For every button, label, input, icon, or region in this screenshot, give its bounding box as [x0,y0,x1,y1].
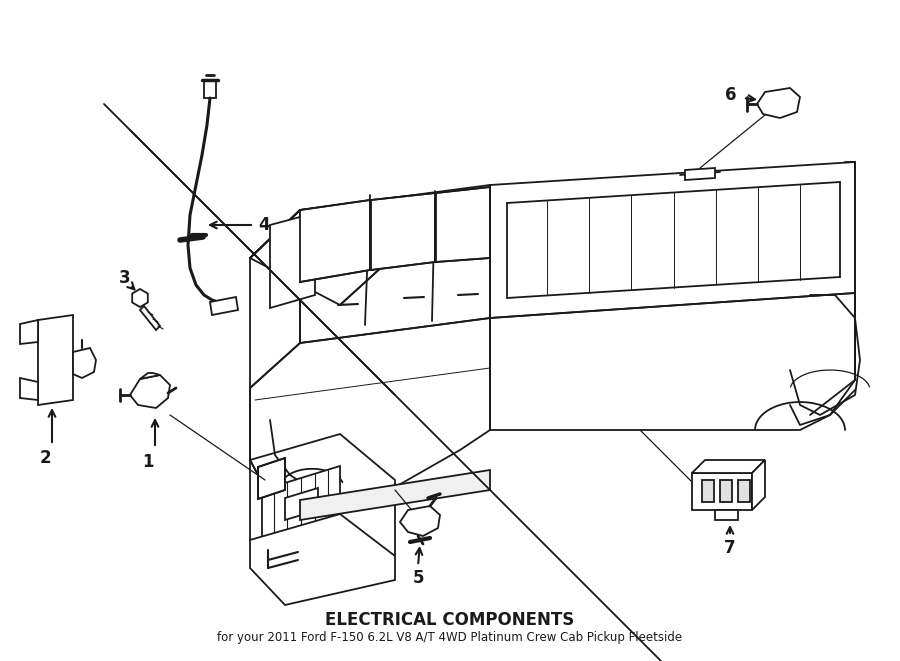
Text: 5: 5 [412,569,424,587]
Text: for your 2011 Ford F-150 6.2L V8 A/T 4WD Platinum Crew Cab Pickup Fleetside: for your 2011 Ford F-150 6.2L V8 A/T 4WD… [218,631,682,644]
Polygon shape [132,289,148,307]
Polygon shape [73,348,96,378]
Text: 6: 6 [725,86,737,104]
Polygon shape [300,200,370,282]
Polygon shape [300,470,490,520]
Polygon shape [371,193,435,270]
Polygon shape [262,466,340,548]
Text: 3: 3 [119,269,130,287]
Polygon shape [436,187,490,262]
Text: 7: 7 [724,539,736,557]
Polygon shape [738,480,750,502]
Polygon shape [204,80,216,98]
Polygon shape [692,460,765,473]
Text: 1: 1 [142,453,154,471]
Polygon shape [720,480,732,502]
Polygon shape [715,510,738,520]
Polygon shape [270,213,315,308]
Polygon shape [258,458,285,499]
Polygon shape [692,473,752,510]
Polygon shape [752,460,765,510]
Polygon shape [130,375,170,408]
Polygon shape [20,378,38,400]
Text: ELECTRICAL COMPONENTS: ELECTRICAL COMPONENTS [326,611,574,629]
Polygon shape [685,168,715,180]
Text: 4: 4 [258,216,270,234]
Polygon shape [140,306,160,330]
Polygon shape [757,88,800,118]
Text: 2: 2 [40,449,50,467]
Polygon shape [702,480,714,502]
Polygon shape [250,514,395,605]
Polygon shape [285,488,318,520]
Polygon shape [210,297,238,315]
Polygon shape [400,506,440,536]
Polygon shape [38,315,73,405]
Polygon shape [140,373,160,379]
Polygon shape [20,320,38,344]
